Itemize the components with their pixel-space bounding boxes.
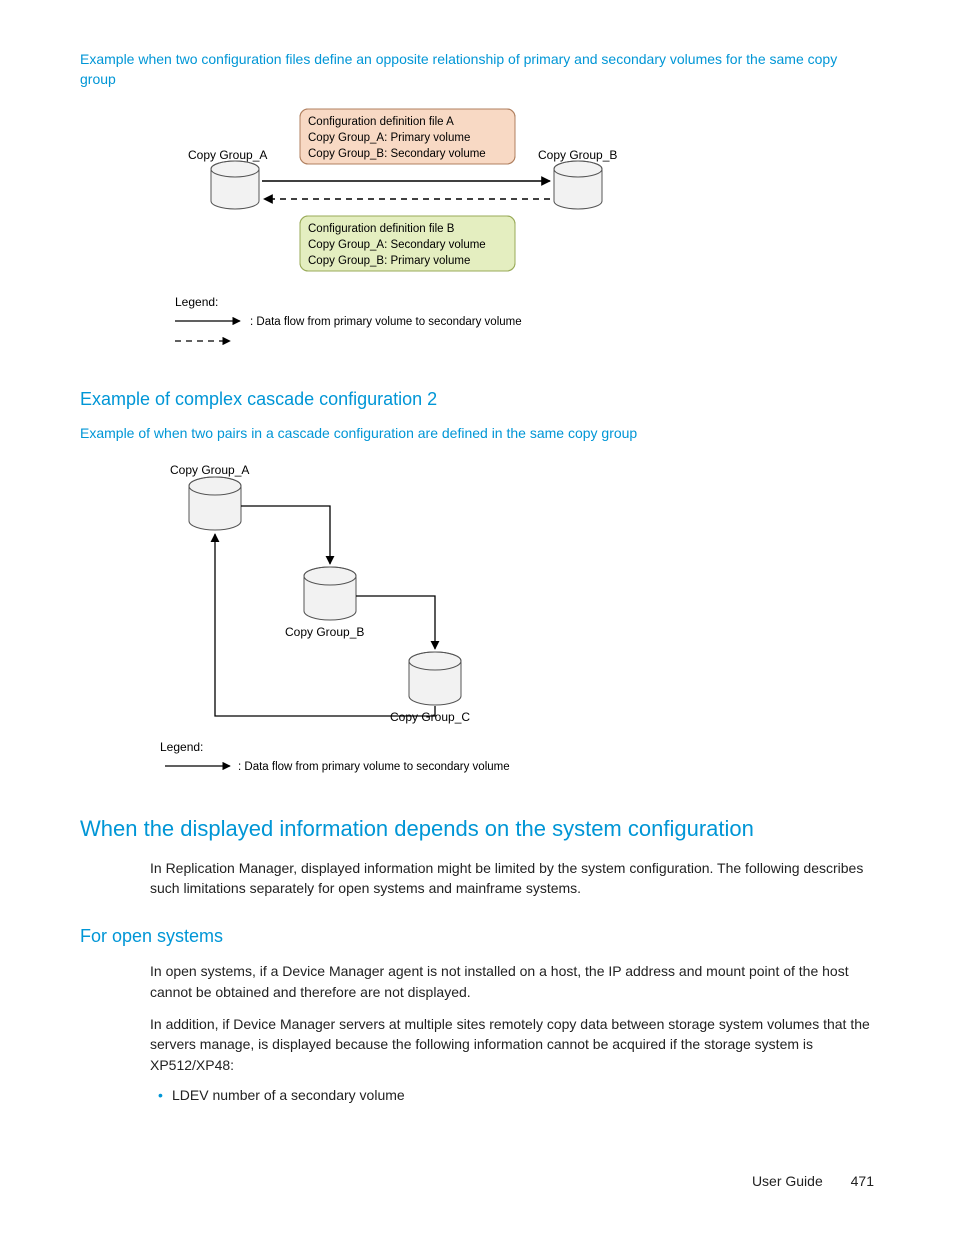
config-b-line1: Configuration definition file B — [308, 223, 455, 235]
footer-doc-label: User Guide — [752, 1173, 823, 1189]
page-footer: User Guide 471 — [80, 1173, 874, 1189]
footer-page-number: 471 — [851, 1173, 874, 1189]
diagram-2-container: Copy Group_A Copy Group_B Copy Group_C L… — [80, 456, 874, 786]
heading-system-config: When the displayed information depends o… — [80, 816, 874, 842]
cyl-b-label: Copy Group_B — [285, 625, 364, 639]
diagram-2: Copy Group_A Copy Group_B Copy Group_C L… — [80, 456, 640, 786]
legend-text-1: : Data flow from primary volume to secon… — [250, 316, 522, 328]
config-a-line2: Copy Group_A: Primary volume — [308, 132, 470, 144]
left-cylinder-label: Copy Group_A — [188, 148, 267, 162]
legend-text-2: : Data flow from primary volume to secon… — [238, 761, 510, 773]
legend-label-2: Legend: — [160, 740, 203, 754]
cylinder-right — [554, 161, 602, 209]
cyl-c-label: Copy Group_C — [390, 710, 470, 724]
edge-a-b — [241, 506, 330, 564]
figure-caption-1: Example when two configuration files def… — [80, 50, 874, 89]
figure-caption-2: Example of when two pairs in a cascade c… — [80, 424, 874, 444]
diagram-1-container: Configuration definition file A Copy Gro… — [80, 101, 874, 361]
config-a-line3: Copy Group_B: Secondary volume — [308, 148, 486, 160]
legend-label-1: Legend: — [175, 295, 218, 309]
cylinder-b — [304, 567, 356, 620]
diagram-1: Configuration definition file A Copy Gro… — [80, 101, 720, 361]
bullet-list: LDEV number of a secondary volume — [80, 1087, 874, 1103]
right-cylinder-label: Copy Group_B — [538, 148, 617, 162]
cylinder-left — [211, 161, 259, 209]
cylinder-a — [189, 477, 241, 530]
cylinder-c — [409, 652, 461, 705]
para-open-2: In addition, if Device Manager servers a… — [150, 1014, 874, 1075]
config-b-line2: Copy Group_A: Secondary volume — [308, 239, 486, 251]
heading-open-systems: For open systems — [80, 926, 874, 947]
edge-b-c — [356, 596, 435, 649]
config-b-line3: Copy Group_B: Primary volume — [308, 255, 470, 267]
bullet-item-1: LDEV number of a secondary volume — [172, 1087, 874, 1103]
config-a-line1: Configuration definition file A — [308, 116, 454, 128]
heading-cascade-2: Example of complex cascade configuration… — [80, 389, 874, 410]
para-sysconf: In Replication Manager, displayed inform… — [150, 858, 874, 899]
cyl-a-label: Copy Group_A — [170, 463, 249, 477]
para-open-1: In open systems, if a Device Manager age… — [150, 961, 874, 1002]
